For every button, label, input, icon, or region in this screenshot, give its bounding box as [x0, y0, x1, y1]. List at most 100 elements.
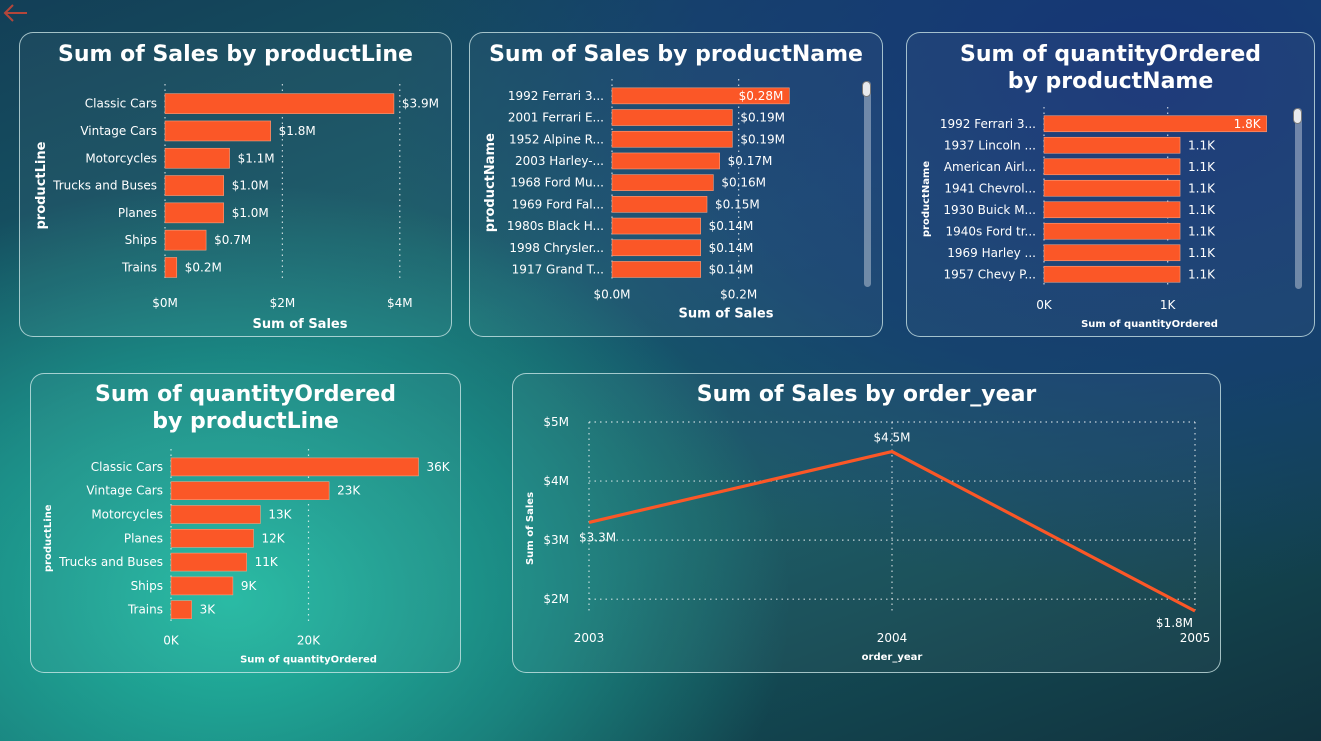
category-label: Trains [127, 603, 163, 617]
data-label: $1.8M [279, 124, 316, 138]
x-tick-label: $0.2M [720, 287, 757, 301]
data-label: $1.0M [232, 179, 269, 193]
chart-title: Sum of quantityOrdered by productName [959, 42, 1261, 94]
category-label: 2001 Ferrari E... [508, 111, 604, 125]
bar [170, 505, 261, 524]
category-label: 1969 Harley ... [947, 246, 1036, 260]
category-label: Ships [131, 579, 163, 593]
chart-sales-by-productname: $0.0M $0.2M 1992 Ferrari 3... $0.28M 2001 Fe… [483, 79, 790, 321]
chart-qty-by-productline: 0K 20K Classic Cars 36K Vintage Cars 23K Motor… [43, 449, 451, 666]
x-tick-label: 2005 [1180, 631, 1211, 645]
category-label: Motorcycles [91, 508, 163, 522]
bar [611, 196, 708, 213]
scrollbar-thumb[interactable] [862, 81, 871, 97]
chart-sales-by-order-year: $2M $3M $4M $5M 2003 2004 2005 $3.3M $4.5M $1.8M o… [525, 415, 1211, 663]
bar [611, 217, 701, 235]
bar [611, 261, 701, 278]
category-label: American Airl... [944, 160, 1036, 174]
bar [164, 147, 230, 169]
category-label: Classic Cars [91, 460, 163, 474]
chart-qty-by-productname: 0K 1K 1992 Ferrari 3... 1.8K 1937 Lincoln ..… [921, 107, 1267, 330]
x-axis-title: Sum of Sales [679, 306, 774, 321]
y-tick-label: $3M [543, 533, 569, 547]
card-sales-by-order-year: Sum of Sales by order_year $2M $3M $4M $5M 2… [512, 373, 1221, 673]
data-label: 1.1K [1188, 224, 1216, 238]
y-tick-label: $4M [543, 474, 569, 488]
bar [1043, 244, 1181, 262]
bar [1043, 115, 1267, 133]
category-label: Vintage Cars [86, 484, 163, 498]
bar [1043, 158, 1181, 176]
category-label: Vintage Cars [80, 124, 157, 138]
data-label: $0.19M [740, 132, 785, 146]
category-label: 1969 Ford Fal... [512, 197, 604, 211]
category-label: 1980s Black H... [507, 219, 604, 233]
card-sales-by-productline: Sum of Sales by productLine $0M $2M $4M Cla… [19, 32, 452, 337]
bar [1043, 201, 1181, 219]
data-label: $1.0M [232, 206, 269, 220]
bar [611, 87, 790, 105]
data-label: $4.5M [873, 431, 910, 445]
chart-title: Sum of Sales by order_year [696, 382, 1037, 407]
bar [611, 174, 714, 191]
bar [1043, 179, 1181, 197]
data-label: $3.9M [402, 97, 439, 111]
x-tick-label: $4M [387, 296, 413, 310]
back-arrow-icon[interactable] [2, 2, 30, 24]
bar [170, 552, 247, 572]
x-tick-label: 0K [1036, 298, 1053, 312]
x-tick-label: 0K [163, 634, 180, 648]
y-axis-title: Sum of Sales [525, 492, 536, 565]
data-label: $0.16M [721, 176, 766, 190]
data-label: $0.19M [740, 111, 785, 125]
x-tick-label: 20K [297, 634, 321, 648]
x-tick-label: $2M [270, 296, 296, 310]
data-label: $0.28M [739, 89, 784, 103]
data-label: 3K [200, 603, 217, 617]
category-label: Trucks and Buses [58, 555, 163, 569]
data-label: 23K [337, 484, 361, 498]
data-label: 1.1K [1188, 160, 1216, 174]
category-label: 1992 Ferrari 3... [940, 117, 1036, 131]
y-axis-title: productLine [43, 504, 54, 572]
data-label: 1.1K [1188, 246, 1216, 260]
y-tick-label: $5M [543, 415, 569, 429]
bar [170, 600, 192, 619]
y-axis-title: productName [921, 161, 932, 237]
data-label: $0.14M [709, 219, 754, 233]
bar [611, 130, 733, 148]
x-tick-label: $0M [152, 296, 178, 310]
category-label: Planes [118, 206, 157, 220]
scrollbar-thumb[interactable] [1293, 108, 1302, 124]
bar [164, 229, 207, 251]
data-label: $0.14M [709, 262, 754, 276]
data-label: $3.3M [579, 530, 616, 544]
data-label: 13K [268, 508, 292, 522]
y-axis-title: productLine [34, 141, 49, 229]
y-tick-label: $2M [543, 592, 569, 606]
bar [611, 239, 701, 257]
category-label: 1998 Chrysler... [509, 241, 604, 255]
x-tick-label: $0.0M [593, 287, 630, 301]
data-label: 36K [427, 460, 451, 474]
scrollbar[interactable] [1293, 108, 1302, 289]
x-tick-label: 2004 [877, 631, 908, 645]
x-axis-title: order_year [862, 652, 923, 663]
data-label: $0.15M [715, 197, 760, 211]
bar [611, 152, 720, 170]
data-label: 1.8K [1234, 117, 1262, 131]
bar [170, 576, 234, 596]
chart-title: Sum of Sales by productName [489, 42, 863, 67]
card-sales-by-productname: Sum of Sales by productName $0.0M $0.2M 19… [469, 32, 883, 337]
category-label: Trains [121, 260, 157, 274]
category-label: Motorcycles [85, 151, 157, 165]
data-label: 1.1K [1188, 267, 1216, 281]
data-label: $0.2M [185, 260, 222, 274]
scrollbar[interactable] [862, 81, 871, 287]
category-label: 1952 Alpine R... [509, 132, 604, 146]
x-tick-label: 1K [1160, 298, 1177, 312]
data-label: $0.7M [214, 233, 251, 247]
category-label: 2003 Harley-... [515, 154, 604, 168]
x-axis-title: Sum of Sales [253, 317, 348, 332]
bar [1043, 136, 1181, 154]
